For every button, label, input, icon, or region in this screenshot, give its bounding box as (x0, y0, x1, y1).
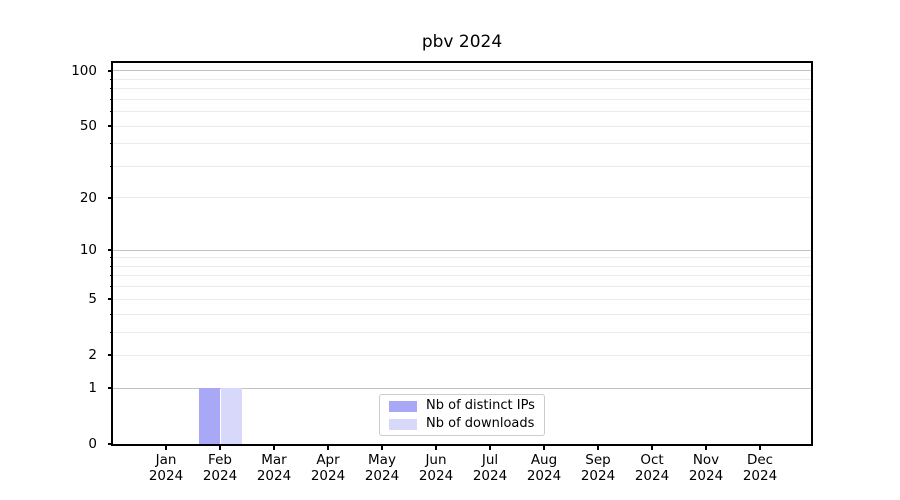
x-tick-mark (435, 446, 437, 450)
axis-spine-top (111, 61, 813, 63)
x-tick-mark (489, 446, 491, 450)
y-tick-mark-minor (110, 78, 112, 80)
y-tick-label: 2 (88, 347, 97, 364)
x-tick-label: Oct 2024 (634, 452, 670, 484)
gridline-minor (113, 143, 811, 145)
gridline-minor (113, 286, 811, 288)
x-tick-mark (327, 446, 329, 450)
gridline-minor (113, 165, 811, 167)
y-tick-mark (108, 443, 112, 446)
legend-swatch-downloads (389, 418, 417, 430)
x-tick-mark (651, 446, 653, 450)
x-tick-label: Mar 2024 (256, 452, 292, 484)
y-tick-mark-minor (110, 331, 112, 333)
bar-downloads (220, 388, 242, 444)
x-tick-label: Jul 2024 (472, 452, 508, 484)
y-tick-mark (108, 298, 112, 301)
x-tick-label: Feb 2024 (202, 452, 238, 484)
axis-spine-left (111, 61, 113, 446)
x-tick-mark (597, 446, 599, 450)
gridline-minor (113, 298, 811, 300)
gridline-minor (113, 257, 811, 259)
x-tick-label: Jan 2024 (148, 452, 184, 484)
gridline-minor (113, 197, 811, 199)
x-tick-label: Jun 2024 (418, 452, 454, 484)
gridline-minor (113, 275, 811, 277)
x-tick-mark (165, 446, 167, 450)
legend-item-downloads: Nb of downloads (389, 416, 535, 432)
legend-label: Nb of distinct IPs (426, 398, 535, 413)
y-tick-mark (108, 354, 112, 357)
axis-spine-right (811, 61, 813, 446)
y-tick-mark (108, 69, 112, 72)
x-tick-mark (705, 446, 707, 450)
x-tick-label: Apr 2024 (310, 452, 346, 484)
bar-distinct-ips (198, 388, 220, 444)
x-tick-mark (273, 446, 275, 450)
y-tick-mark (108, 387, 112, 390)
x-tick-label: Sep 2024 (580, 452, 616, 484)
y-tick-mark-minor (110, 111, 112, 113)
y-tick-mark-minor (110, 313, 112, 315)
legend: Nb of distinct IPs Nb of downloads (379, 394, 545, 436)
gridline-major (113, 249, 811, 251)
gridline-minor (113, 331, 811, 333)
y-tick-mark (108, 196, 112, 199)
y-tick-label: 10 (79, 242, 97, 259)
x-tick-label: Nov 2024 (688, 452, 724, 484)
y-tick-mark (108, 125, 112, 127)
y-tick-mark-minor (110, 265, 112, 267)
x-tick-mark (759, 446, 761, 450)
y-tick-label: 20 (79, 189, 97, 206)
gridline-minor (113, 313, 811, 315)
y-tick-label: 1 (88, 380, 97, 397)
gridline-major (113, 70, 811, 72)
y-tick-label: 0 (88, 436, 97, 453)
gridline-minor (113, 98, 811, 100)
y-tick-mark-minor (110, 257, 112, 259)
x-tick-label: Aug 2024 (526, 452, 562, 484)
y-tick-mark-minor (110, 286, 112, 288)
gridline-minor (113, 125, 811, 127)
y-tick-mark-minor (110, 88, 112, 90)
legend-item-distinct-ips: Nb of distinct IPs (389, 398, 535, 414)
axis-spine-bottom (111, 444, 813, 446)
y-tick-label: 5 (88, 291, 97, 308)
gridline-minor (113, 78, 811, 80)
y-tick-label: 50 (79, 118, 97, 134)
x-tick-label: May 2024 (364, 452, 400, 484)
x-tick-mark (381, 446, 383, 450)
gridline-minor (113, 354, 811, 356)
legend-label: Nb of downloads (426, 416, 535, 431)
y-tick-label: 100 (71, 62, 97, 79)
y-tick-mark-minor (110, 165, 112, 167)
y-tick-mark-minor (110, 98, 112, 100)
y-tick-mark (108, 249, 112, 252)
gridline-minor (113, 265, 811, 267)
chart-title: pbv 2024 (421, 32, 503, 52)
y-tick-mark-minor (110, 275, 112, 277)
x-tick-mark (219, 446, 221, 450)
legend-swatch-distinct-ips (389, 400, 417, 412)
x-tick-mark (543, 446, 545, 450)
x-tick-label: Dec 2024 (742, 452, 778, 484)
plot-area (111, 61, 813, 446)
y-tick-mark-minor (110, 143, 112, 145)
gridline-minor (113, 111, 811, 113)
gridline-major (113, 387, 811, 389)
gridline-minor (113, 88, 811, 90)
